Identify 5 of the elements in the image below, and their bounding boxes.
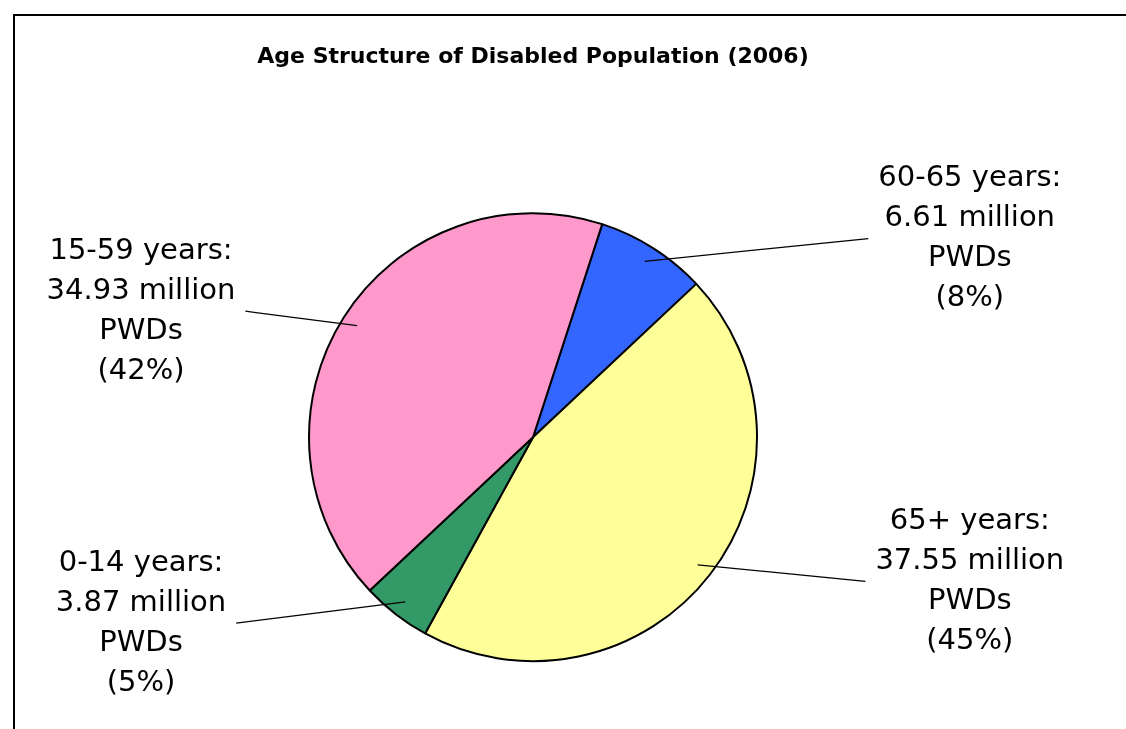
- slice-label: 60-65 years: 6.61 million PWDs (8%): [878, 159, 1062, 314]
- chart-title: Age Structure of Disabled Population (2006): [257, 42, 809, 68]
- slice-label: 0-14 years: 3.87 million PWDs (5%): [55, 543, 227, 698]
- slice-label: 65+ years: 37.55 million PWDs (45%): [875, 501, 1065, 656]
- slice-label: 15-59 years: 34.93 million PWDs (42%): [46, 231, 236, 386]
